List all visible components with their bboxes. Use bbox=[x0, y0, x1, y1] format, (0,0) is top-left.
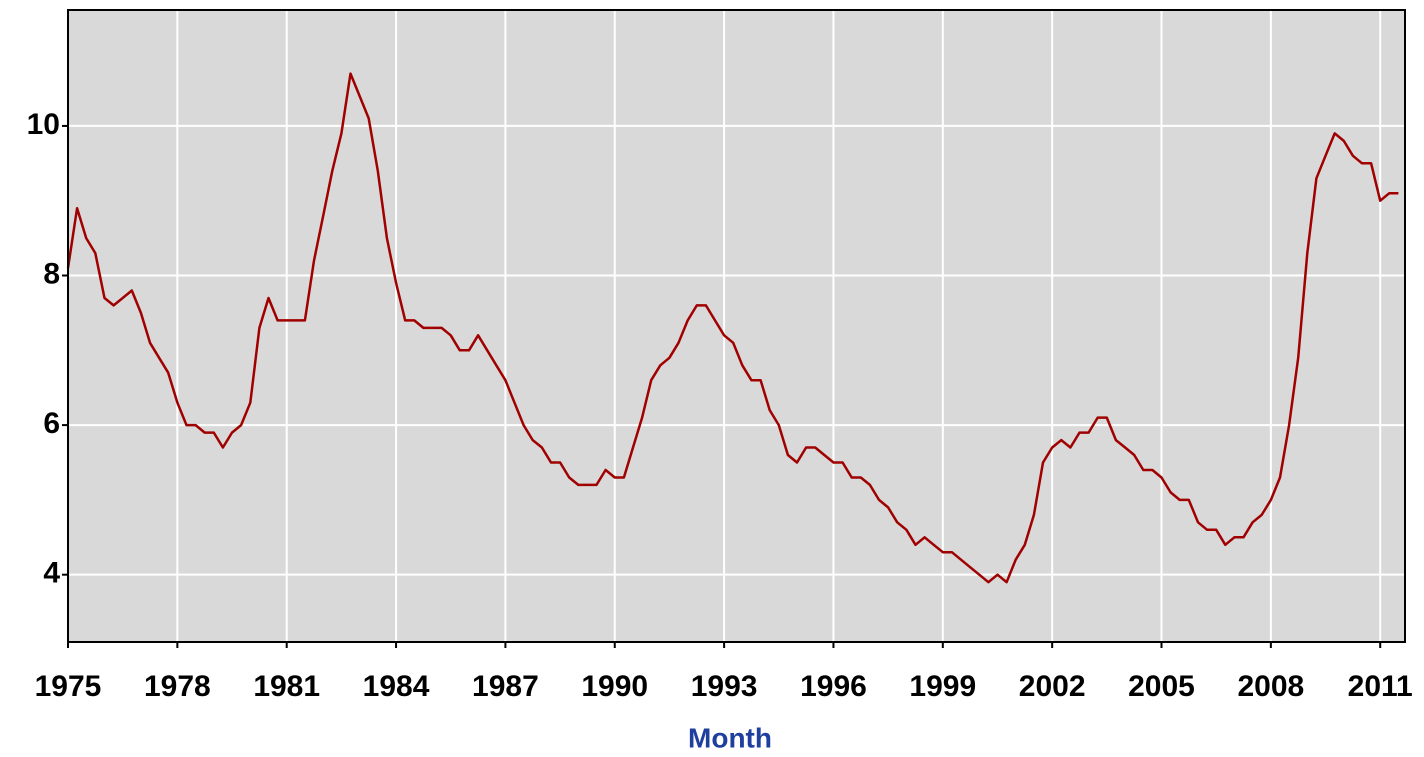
x-tick-label: 1999 bbox=[909, 670, 976, 703]
y-tick-label: 6 bbox=[43, 407, 60, 440]
x-tick-label: 1978 bbox=[144, 670, 211, 703]
x-tick-label: 2011 bbox=[1348, 670, 1413, 703]
plot-frame bbox=[67, 9, 1406, 643]
x-tick-label: 1987 bbox=[472, 670, 539, 703]
data-line bbox=[66, 72, 1399, 584]
x-tick-label: 1975 bbox=[35, 670, 102, 703]
x-tick-label: 1984 bbox=[363, 670, 430, 703]
y-tick-label: 10 bbox=[27, 108, 60, 141]
x-tick-label: 1981 bbox=[253, 670, 320, 703]
x-tick-label: 1996 bbox=[800, 670, 867, 703]
x-tick-label: 2002 bbox=[1019, 670, 1086, 703]
x-tick-label: 1993 bbox=[691, 670, 758, 703]
plot-area bbox=[68, 10, 1405, 642]
y-tick-label: 8 bbox=[43, 257, 60, 290]
x-tick-label: 2008 bbox=[1237, 670, 1304, 703]
x-tick-label: 2005 bbox=[1128, 670, 1195, 703]
x-tick-label: 1990 bbox=[581, 670, 648, 703]
y-tick-label: 4 bbox=[43, 557, 60, 590]
x-axis-label: Month bbox=[688, 722, 772, 753]
